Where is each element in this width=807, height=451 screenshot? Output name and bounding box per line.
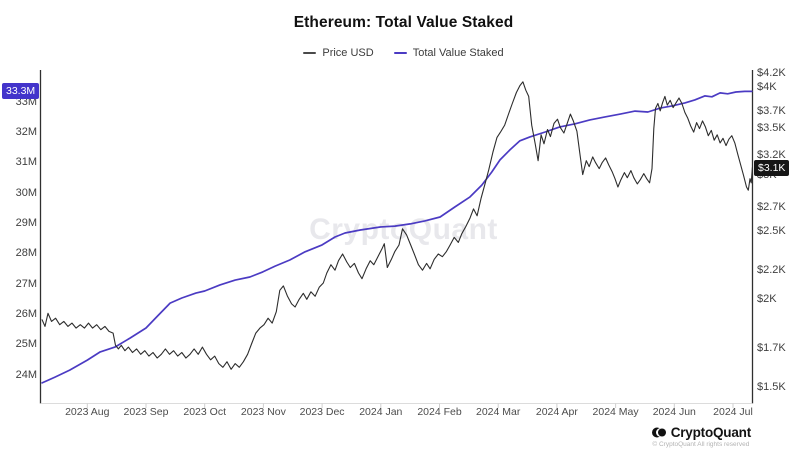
cryptoquant-footer: CryptoQuant © CryptoQuant All rights res… — [651, 425, 751, 448]
y-axis-label-left: 32M — [15, 125, 37, 138]
x-axis-label: 2024 Jan — [359, 406, 403, 418]
x-axis-label: 2023 Oct — [183, 406, 226, 418]
copyright-text: © CryptoQuant All rights reserved — [652, 441, 750, 448]
y-axis-label-right: $2.5K — [757, 224, 786, 237]
y-axis-label-right: $3.2K — [757, 149, 786, 162]
legend-label: Total Value Staked — [412, 47, 504, 59]
y-axis-label-right: $1.5K — [757, 380, 786, 393]
y-axis-label-left: 26M — [15, 307, 37, 320]
y-axis-label-right: $3.7K — [757, 105, 786, 118]
page-title: Ethereum: Total Value Staked — [293, 14, 514, 31]
y-axis-label-right: $2K — [757, 292, 777, 305]
x-axis-label: 2023 Nov — [240, 406, 286, 418]
total-value-staked-line-swatch — [393, 52, 407, 54]
x-axis-label: 2023 Dec — [299, 406, 345, 418]
y-axis-label-left: 27M — [15, 277, 37, 290]
chart-legend: Price USD Total Value Staked — [0, 47, 807, 59]
brand-name: CryptoQuant — [670, 425, 751, 440]
cryptoquant-logo-icon — [651, 427, 666, 438]
total-value-staked-line[interactable] — [41, 90, 753, 384]
y-axis-label-right: $4.2K — [757, 66, 786, 79]
legend-item-price-usd[interactable]: Price USD — [303, 47, 374, 59]
y-axis-label-left: 25M — [15, 338, 37, 351]
y-axis-label-right: $1.7K — [757, 342, 786, 355]
y-axis-label-left: 28M — [15, 247, 37, 260]
x-axis-label: 2023 Aug — [65, 406, 110, 418]
y-axis-label-left: 31M — [15, 156, 37, 169]
y-axis-label-left: 24M — [15, 368, 37, 381]
x-axis-label: 2024 Feb — [417, 406, 462, 418]
y-axis-label-right: $4K — [757, 81, 777, 94]
y-axis-label-right: $2.7K — [757, 201, 786, 214]
legend-label: Price USD — [322, 47, 374, 59]
x-axis-label: 2024 Mar — [476, 406, 521, 418]
brand-row: CryptoQuant — [651, 425, 751, 440]
x-axis-label: 2024 Jul — [713, 406, 753, 418]
x-axis-label: 2024 May — [592, 406, 639, 418]
price-usd-line[interactable] — [41, 81, 753, 370]
staked-last-value-badge: 33.3M — [2, 83, 40, 100]
x-axis-label: 2024 Apr — [535, 406, 578, 418]
x-axis-label: 2023 Sep — [123, 406, 169, 418]
price-last-value-badge: $3.1K — [754, 159, 790, 176]
price-usd-line-swatch — [303, 52, 317, 54]
y-axis-label-right: $3.5K — [757, 122, 786, 135]
y-axis-label-left: 29M — [15, 216, 37, 229]
y-axis-label-left: 30M — [15, 186, 37, 199]
legend-item-total-value-staked[interactable]: Total Value Staked — [393, 47, 504, 59]
x-axis-label: 2024 Jun — [652, 406, 696, 418]
y-axis-label-right: $2.2K — [757, 263, 786, 276]
